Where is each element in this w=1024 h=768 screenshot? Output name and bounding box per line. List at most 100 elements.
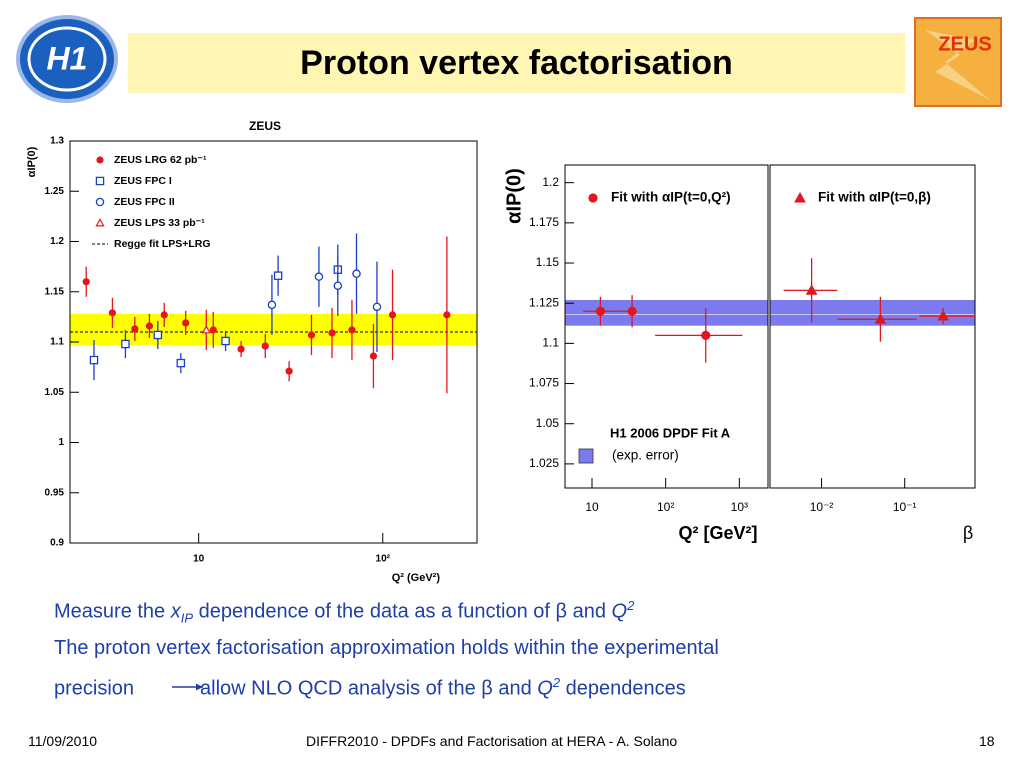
y-tick-label: 1.2 bbox=[50, 236, 64, 247]
footer-center: DIFFR2010 - DPDFs and Factorisation at H… bbox=[306, 733, 678, 749]
y-tick-label: 1.05 bbox=[45, 387, 65, 398]
y-tick-label: 0.9 bbox=[50, 538, 64, 549]
x-tick-label: 10² bbox=[657, 500, 674, 514]
y-tick-label: 1.25 bbox=[45, 186, 65, 197]
x-axis-label: Q² [GeV²] bbox=[679, 523, 758, 543]
legend-label: Fit with αIP(t=0,β) bbox=[818, 190, 931, 205]
h1-logo-text: H1 bbox=[47, 40, 88, 76]
legend-marker bbox=[95, 197, 105, 207]
text: The proton vertex factorisation approxim… bbox=[54, 637, 719, 659]
legend-label: ZEUS FPC I bbox=[114, 175, 172, 187]
legend-label: Fit with αIP(t=0,Q²) bbox=[611, 190, 731, 205]
y-tick-label: 1.05 bbox=[536, 416, 560, 430]
h1-logo-ring bbox=[27, 26, 107, 92]
x-tick-label: 10⁻² bbox=[810, 500, 834, 514]
text: dependences bbox=[560, 677, 686, 700]
marker bbox=[307, 331, 316, 339]
marker bbox=[874, 313, 887, 324]
marker bbox=[82, 278, 90, 286]
body-line: The proton vertex factorisation approxim… bbox=[54, 637, 719, 660]
text: 2 bbox=[552, 675, 561, 690]
arrow-head bbox=[196, 683, 203, 691]
marker bbox=[153, 330, 163, 340]
fit-band bbox=[565, 299, 768, 326]
fit-band bbox=[770, 299, 975, 326]
legend-label: ZEUS LRG 62 pb⁻¹ bbox=[114, 154, 207, 166]
marker bbox=[348, 326, 356, 334]
marker bbox=[314, 272, 324, 281]
marker bbox=[285, 367, 293, 375]
text: Q bbox=[611, 600, 628, 623]
y-tick-label: 0.95 bbox=[45, 487, 65, 498]
legend-label: Regge fit LPS+LRG bbox=[114, 238, 211, 250]
marker bbox=[352, 269, 361, 278]
zeus-logo: ZEUS bbox=[914, 17, 1002, 107]
zeus-logo-bolt bbox=[925, 30, 990, 100]
marker bbox=[131, 325, 139, 333]
marker bbox=[805, 284, 818, 295]
text: dependence of the data as a function of … bbox=[193, 600, 612, 623]
x-axis-label: β bbox=[963, 523, 973, 543]
text: Measure the bbox=[54, 600, 171, 623]
marker bbox=[627, 306, 637, 316]
y-axis-label: αIP(0) bbox=[503, 168, 525, 224]
y-tick-label: 1.175 bbox=[529, 215, 559, 229]
plot-frame bbox=[769, 164, 976, 489]
text: allow NLO QCD analysis of the β and bbox=[200, 677, 538, 700]
marker bbox=[237, 345, 245, 353]
footer-page: 18 bbox=[979, 733, 995, 749]
marker bbox=[595, 306, 605, 316]
y-tick-label: 1.3 bbox=[50, 136, 64, 147]
legend-marker bbox=[95, 218, 105, 227]
chart-title: ZEUS bbox=[249, 119, 281, 133]
legend-label: ZEUS LPS 33 pb⁻¹ bbox=[114, 217, 205, 229]
legend-marker bbox=[794, 191, 806, 203]
band-legend-swatch bbox=[578, 448, 594, 464]
band-legend-label: H1 2006 DPDF Fit A bbox=[610, 425, 731, 440]
h1-logo-disc bbox=[16, 15, 118, 103]
marker bbox=[89, 355, 99, 365]
text: Q bbox=[537, 677, 553, 700]
y-tick-label: 1.075 bbox=[529, 376, 559, 390]
marker bbox=[108, 309, 117, 317]
marker bbox=[372, 302, 382, 312]
marker bbox=[176, 358, 186, 368]
x-tick-label: 10 bbox=[193, 554, 205, 565]
marker bbox=[388, 311, 397, 319]
marker bbox=[221, 336, 230, 346]
h1-logo: H1 bbox=[16, 15, 118, 103]
slide-title: Proton vertex factorisation bbox=[300, 43, 733, 82]
legend-label: ZEUS FPC II bbox=[114, 196, 175, 208]
x-tick-label: 10⁻¹ bbox=[893, 500, 917, 514]
y-tick-label: 1.1 bbox=[542, 336, 559, 350]
text: x bbox=[170, 600, 181, 623]
legend-marker bbox=[96, 156, 104, 164]
marker bbox=[201, 325, 211, 334]
marker bbox=[121, 339, 130, 349]
y-tick-label: 1.15 bbox=[45, 286, 65, 297]
marker bbox=[328, 329, 336, 337]
text: precision bbox=[54, 677, 135, 700]
y-tick-label: 1.1 bbox=[50, 337, 64, 348]
y-tick-label: 1 bbox=[58, 437, 64, 448]
legend-marker bbox=[95, 176, 105, 186]
x-axis-label: Q² (GeV²) bbox=[392, 572, 441, 584]
zeus-logo-text: ZEUS bbox=[938, 33, 991, 55]
body-line: Measure the xIP dependence of the data a… bbox=[54, 598, 634, 626]
marker bbox=[273, 271, 283, 280]
marker bbox=[160, 311, 168, 319]
fit-band bbox=[70, 313, 477, 346]
text: IP bbox=[180, 610, 194, 626]
marker bbox=[261, 342, 269, 350]
marker bbox=[443, 311, 451, 319]
band-legend-note: (exp. error) bbox=[612, 448, 679, 463]
x-tick-label: 10³ bbox=[731, 500, 748, 514]
y-tick-label: 1.125 bbox=[529, 295, 559, 309]
plot-frame bbox=[564, 164, 769, 489]
y-axis-label: αIP(0) bbox=[26, 146, 38, 177]
x-tick-label: 10 bbox=[585, 500, 599, 514]
marker bbox=[701, 330, 711, 340]
marker bbox=[333, 281, 343, 290]
marker bbox=[182, 319, 190, 327]
